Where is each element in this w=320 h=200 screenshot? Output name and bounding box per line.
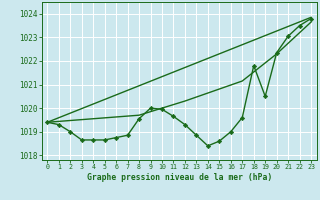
X-axis label: Graphe pression niveau de la mer (hPa): Graphe pression niveau de la mer (hPa) <box>87 173 272 182</box>
